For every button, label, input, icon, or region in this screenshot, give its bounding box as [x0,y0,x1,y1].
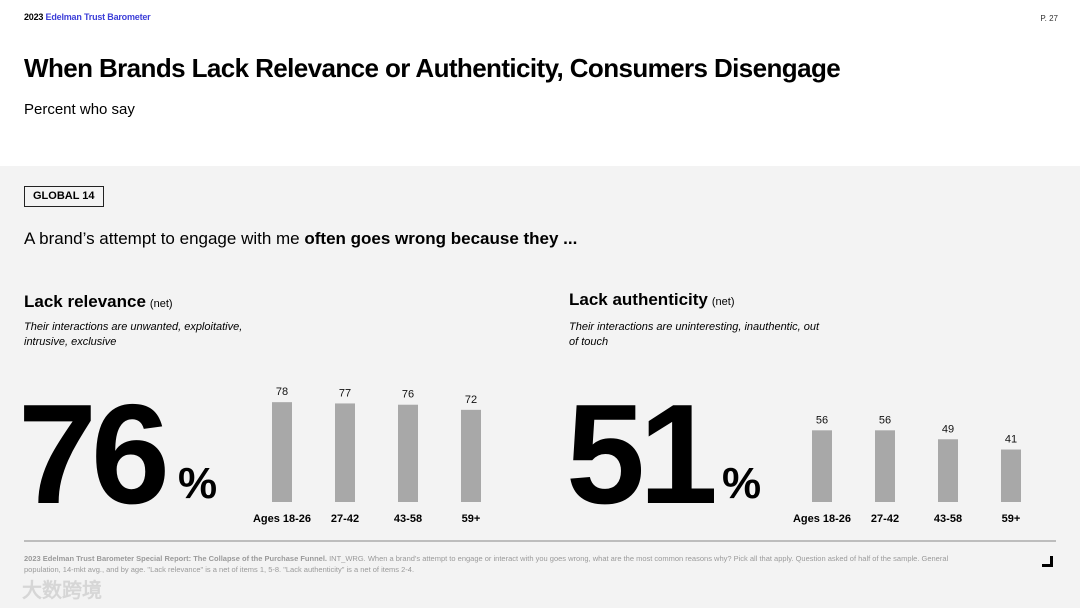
footer-divider [24,540,1056,542]
next-arrow-icon[interactable] [1037,551,1057,576]
category-tick-label: 59+ [1002,513,1021,525]
footnote: 2023 Edelman Trust Barometer Special Rep… [24,553,954,575]
bar-value-label: 56 [879,414,891,426]
big-value-relevance: 76 [18,375,170,534]
region-tag: GLOBAL 14 [24,186,104,207]
bar-value-label: 49 [942,423,954,435]
section-net-label: (net) [711,296,735,308]
big-value-authenticity: 51 [566,375,718,534]
page-number: P. 27 [1040,14,1058,23]
bar-value-label: 72 [465,394,477,406]
bar-value-label: 76 [402,389,414,401]
category-tick-label: Ages 18-26 [253,513,311,525]
bar-relevance-2 [398,404,418,502]
bar-authenticity-1 [875,430,895,502]
lead-normal: A brand’s attempt to engage with me [24,229,305,248]
category-tick-label: 59+ [462,513,481,525]
category-tick-label: 43-58 [394,513,422,525]
section-description-relevance: Their interactions are unwanted, exploit… [24,321,243,348]
section-description-authenticity: Their interactions are uninteresting, in… [569,321,820,348]
footnote-text: INT_WRG. When a brand's attempt to engag… [24,554,949,574]
section-heading-text: Lack relevance [24,292,146,311]
bar-value-label: 78 [276,386,288,398]
page-subtitle: Percent who say [24,101,135,118]
category-tick-label: Ages 18-26 [793,513,851,525]
brand-name: Edelman Trust Barometer [45,12,151,22]
bar-value-label: 77 [339,387,351,399]
bar-authenticity-0 [812,430,832,502]
bar-relevance-0 [272,402,292,502]
content-panel [0,166,1080,608]
section-heading-relevance: Lack relevance (net) [24,292,173,312]
lead-bold: often goes wrong because they ... [304,229,578,248]
section-net-label: (net) [149,298,173,310]
page-title: When Brands Lack Relevance or Authentici… [24,53,841,83]
watermark: 大数跨境 [22,580,102,602]
bar-value-label: 41 [1005,434,1017,446]
bar-relevance-3 [461,409,481,502]
brand-logo: 2023 Edelman Trust Barometer [24,12,151,22]
bar-relevance-1 [335,403,355,502]
bar-authenticity-2 [938,439,958,502]
bar-authenticity-3 [1001,449,1021,502]
category-tick-label: 43-58 [934,513,962,525]
category-tick-label: 27-42 [871,513,899,525]
percent-sign-relevance: % [178,459,218,508]
lead-statement: A brand’s attempt to engage with me ofte… [24,229,577,249]
footnote-source: 2023 Edelman Trust Barometer Special Rep… [24,554,327,563]
brand-year: 2023 [24,12,44,22]
section-heading-text: Lack authenticity [569,290,708,309]
category-tick-label: 27-42 [331,513,359,525]
bar-value-label: 56 [816,414,828,426]
percent-sign-authenticity: % [722,459,762,508]
section-heading-authenticity: Lack authenticity (net) [569,290,735,310]
